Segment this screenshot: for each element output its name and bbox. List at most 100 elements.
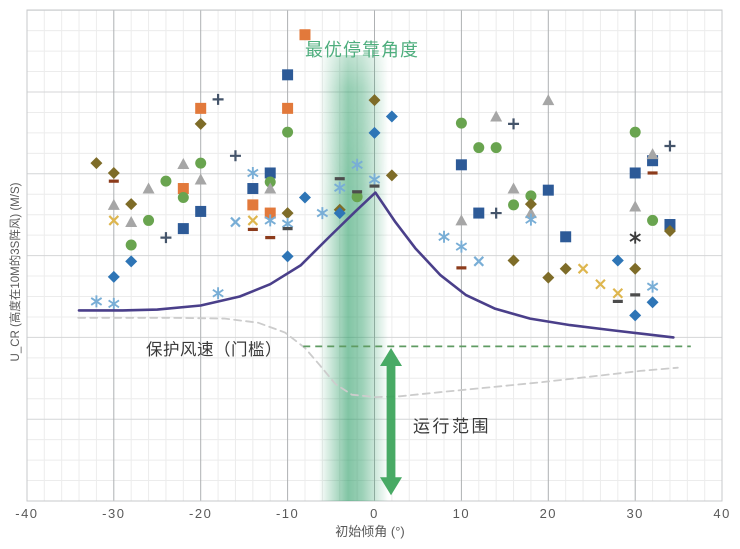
marker-triangle — [264, 182, 277, 194]
marker-diamond — [559, 262, 572, 275]
marker-square — [282, 102, 294, 114]
x-tick-label: -20 — [189, 506, 212, 521]
marker-circle — [473, 142, 485, 154]
marker-diamond — [298, 191, 311, 204]
marker-diamond — [646, 296, 659, 309]
marker-square — [455, 159, 467, 171]
marker-asterisk — [646, 280, 659, 293]
marker-diamond — [107, 270, 120, 283]
marker-diamond — [629, 262, 642, 275]
chart-title: 最优停靠角度 — [305, 40, 419, 60]
marker-diamond — [194, 117, 207, 130]
marker-diamond — [524, 198, 537, 211]
marker-asterisk — [264, 214, 276, 227]
marker-plus — [229, 150, 241, 162]
marker-square — [264, 207, 276, 219]
marker-square — [473, 207, 485, 219]
marker-triangle — [125, 216, 138, 228]
marker-triangle — [490, 110, 503, 122]
x-tick-label: -30 — [102, 506, 125, 521]
marker-square — [282, 69, 294, 81]
x-tick-label: 0 — [370, 506, 379, 521]
marker-circle — [525, 190, 537, 202]
marker-asterisk — [455, 240, 468, 253]
x-tick-label: 20 — [540, 506, 557, 521]
marker-square — [195, 205, 207, 217]
x-tick-label: 40 — [713, 506, 730, 521]
marker-diamond — [125, 255, 138, 268]
marker-square — [629, 167, 641, 179]
marker-square — [177, 223, 189, 235]
marker-x — [612, 287, 624, 299]
marker-circle — [455, 117, 467, 129]
marker-diamond — [507, 254, 520, 267]
marker-triangle — [629, 200, 642, 212]
marker-asterisk — [212, 287, 224, 300]
marker-plus — [664, 140, 676, 152]
marker-diamond — [663, 225, 676, 238]
marker-triangle — [646, 148, 659, 160]
marker-circle — [160, 175, 172, 187]
marker-circle — [264, 176, 276, 188]
marker-square — [647, 155, 659, 167]
marker-diamond — [385, 110, 398, 123]
x-tick-label: 10 — [453, 506, 470, 521]
marker-diamond — [281, 250, 294, 263]
marker-plus — [212, 93, 224, 105]
marker-plus — [490, 207, 502, 219]
optimal-band — [318, 55, 389, 501]
marker-diamond — [542, 271, 555, 284]
marker-asterisk — [438, 230, 450, 243]
marker-square — [247, 199, 259, 211]
marker-triangle — [107, 198, 120, 210]
marker-asterisk — [316, 207, 329, 220]
marker-circle — [508, 199, 520, 211]
marker-asterisk — [108, 297, 120, 310]
marker-diamond — [333, 207, 346, 220]
marker-diamond — [125, 198, 138, 211]
marker-x — [247, 215, 259, 226]
marker-plus — [160, 232, 172, 244]
marker-triangle — [524, 207, 537, 219]
marker-triangle — [542, 94, 555, 106]
marker-circle — [490, 142, 502, 154]
marker-circle — [282, 126, 294, 138]
marker-asterisk — [90, 295, 103, 308]
x-axis-title: 初始倾角 (°) — [335, 524, 405, 539]
marker-diamond — [107, 166, 120, 179]
marker-circle — [177, 192, 189, 204]
marker-square — [195, 102, 207, 114]
marker-asterisk — [368, 173, 381, 186]
marker-circle — [351, 191, 363, 203]
marker-asterisk — [629, 231, 641, 244]
marker-square — [560, 231, 572, 243]
marker-triangle — [194, 173, 207, 185]
x-tick-label: -10 — [276, 506, 299, 521]
marker-square — [247, 183, 259, 195]
threshold-label: 保护风速（门槛） — [146, 341, 282, 359]
marker-triangle — [142, 182, 155, 194]
marker-x — [108, 215, 120, 226]
marker-triangle — [455, 214, 468, 226]
marker-diamond — [385, 169, 398, 182]
marker-circle — [647, 214, 659, 226]
marker-square — [299, 29, 311, 41]
operating-range-arrow — [380, 348, 403, 496]
marker-square — [542, 184, 554, 196]
marker-diamond — [611, 254, 624, 267]
marker-x — [577, 263, 589, 274]
marker-square — [177, 183, 189, 195]
marker-circle — [195, 157, 207, 169]
marker-square — [264, 167, 276, 179]
critical-gust-curve — [77, 191, 675, 339]
secondary-dashed-curve — [77, 316, 679, 399]
x-tick-label: -40 — [15, 506, 38, 521]
marker-circle — [629, 126, 641, 138]
marker-asterisk — [351, 158, 363, 171]
marker-x — [230, 216, 241, 228]
marker-diamond — [629, 309, 642, 322]
marker-diamond — [368, 94, 381, 107]
marker-triangle — [177, 157, 190, 169]
marker-x — [595, 278, 606, 290]
